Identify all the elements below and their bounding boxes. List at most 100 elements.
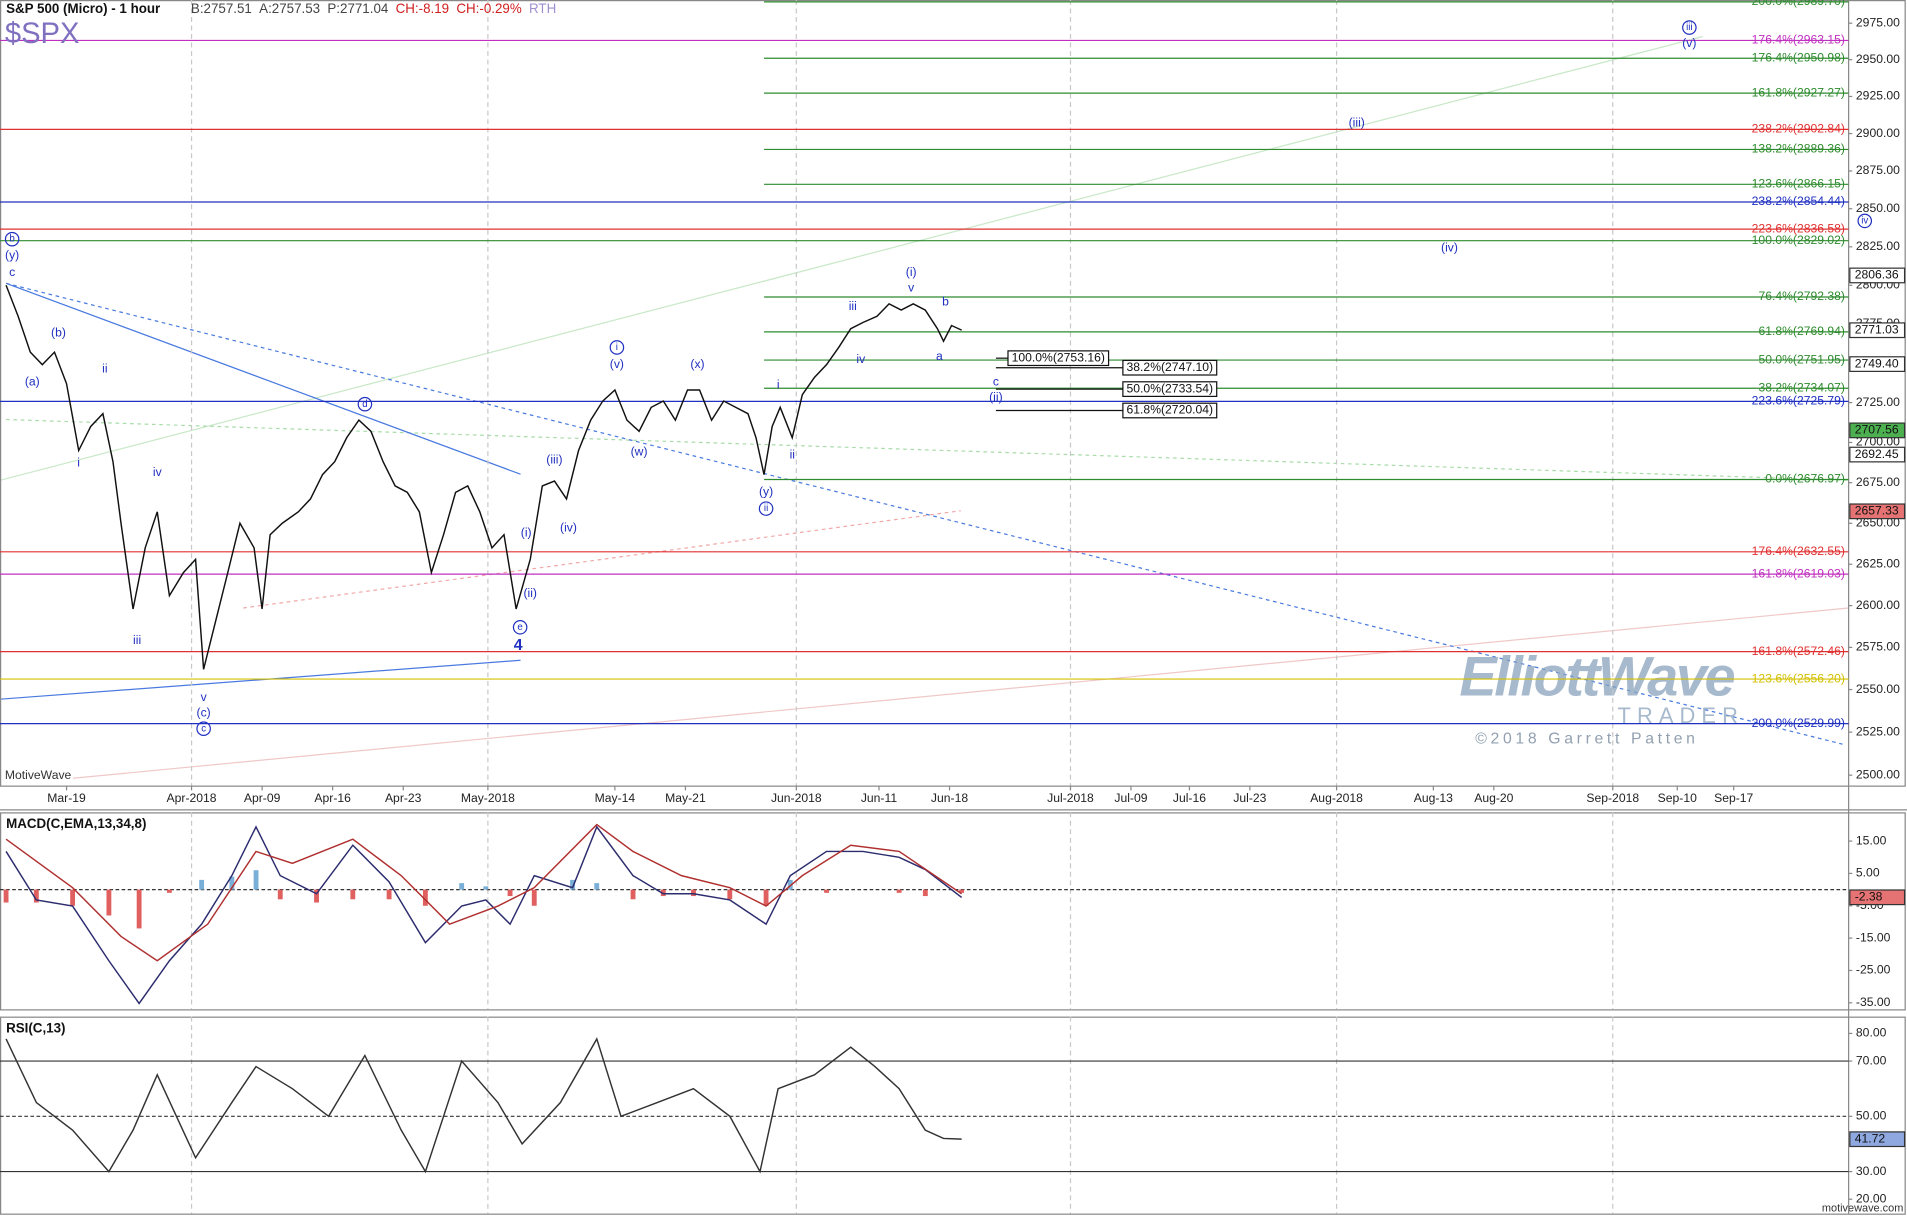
fib-label: 38.2%(2734.07) (1758, 380, 1845, 394)
y-tick-label: 80.00 (1856, 1026, 1887, 1040)
channel-line (0, 35, 1703, 481)
x-tick-label: May-21 (665, 791, 706, 805)
panel: Mar-19 Apr-2018 Apr-09 Apr-16 Apr-23 May-2018… (0, 0, 1906, 805)
histogram-bar (199, 879, 205, 890)
site: motivewave.com (1822, 1203, 1903, 1215)
wave-label: 4 (514, 637, 523, 654)
y-tick-label: 2925.00 (1856, 89, 1900, 103)
fib-label: 161.8%(2619.03) (1752, 566, 1845, 580)
y-tick-label: 2625.00 (1856, 556, 1900, 570)
panel-title: RSI(C,13) (6, 1020, 65, 1035)
series-line (5, 825, 963, 1005)
price-marker-label: 41.72 (1855, 1131, 1886, 1145)
fib-label: 38.2%(2747.10) (1127, 360, 1214, 374)
histogram-bar (33, 889, 39, 903)
price-marker (1849, 422, 1906, 439)
channel-line (6, 418, 1849, 481)
wave-label: d (362, 399, 367, 410)
x-tick-label: Sep-10 (1658, 791, 1697, 805)
wave-label: (c) (197, 706, 211, 720)
x-tick-label: Sep-17 (1714, 791, 1753, 805)
wave-circle (1857, 213, 1873, 229)
y-tick-label: 50.00 (1856, 1109, 1887, 1123)
histogram-bar (386, 889, 392, 900)
histogram-bar (253, 870, 259, 890)
x-tick-label: Mar-19 (47, 791, 86, 805)
panel: 15.005.00-5.00-15.00-25.00-35.00-2.38MAC… (0, 812, 1906, 1010)
x-tick-label: Jun-18 (931, 791, 968, 805)
panel-frame (0, 0, 1906, 787)
wave-label: (iii) (1349, 115, 1365, 129)
y-tick-label: 2500.00 (1856, 767, 1900, 781)
fib-label: 76.4%(2792.38) (1758, 289, 1845, 303)
y-tick-label: 2725.00 (1856, 395, 1900, 409)
wave-label: (y) (759, 485, 773, 499)
wave-label: iii (849, 299, 857, 313)
price-marker-label: 2692.45 (1855, 447, 1899, 461)
histogram-bar (594, 883, 600, 890)
histogram-bar (350, 889, 356, 900)
quote: CH:-0.29% (456, 1, 521, 16)
series-line (5, 823, 963, 962)
price-marker (1849, 322, 1906, 339)
fib-label: 161.8%(2927.27) (1752, 85, 1845, 99)
wave-label: v (908, 281, 915, 295)
watermark-sub: TRADER (1618, 703, 1744, 728)
fib-label: 100.0%(2753.16) (1012, 350, 1105, 364)
wave-label: iii (1686, 22, 1692, 33)
y-tick-label: -15.00 (1856, 930, 1891, 944)
fib-label: 50.0%(2751.95) (1758, 352, 1845, 366)
fib-label: 100.0%(2829.02) (1752, 233, 1845, 247)
x-tick-label: Apr-09 (244, 791, 281, 805)
panel: 20.0030.0040.0050.0070.0080.0041.72RSI(C… (0, 1016, 1906, 1214)
watermark-logo: ElliottWave (1459, 645, 1734, 708)
y-tick-label: 2550.00 (1856, 682, 1900, 696)
panel-title: MACD(C,EMA,13,34,8) (6, 816, 146, 831)
histogram-bar (483, 886, 489, 890)
histogram-bar (136, 889, 142, 929)
fib-label: 176.4%(2632.55) (1752, 544, 1845, 558)
fib-label: 176.4%(2963.15) (1752, 33, 1845, 47)
panel-frame (0, 1016, 1906, 1215)
wave-label: (ii) (523, 586, 537, 600)
histogram-bar (166, 889, 172, 893)
histogram-bar (459, 883, 465, 890)
wave-label: v (201, 690, 208, 704)
histogram-bar (70, 889, 76, 906)
histogram-bar (3, 889, 9, 903)
wave-label: (y) (5, 248, 19, 262)
histogram-bar (422, 889, 428, 906)
trendline (0, 659, 521, 700)
wave-label: iv (153, 465, 163, 479)
y-tick-label: 15.00 (1856, 833, 1887, 847)
wave-label: (ii) (989, 390, 1003, 404)
fib-label: 223.6%(2725.79) (1752, 394, 1845, 408)
panel-frame (0, 812, 1906, 1011)
fib-label: 61.8%(2769.94) (1758, 324, 1845, 338)
wave-label: (i) (521, 525, 532, 539)
y-tick-label: 30.00 (1856, 1164, 1887, 1178)
fib-box (1007, 350, 1110, 367)
y-tick-label: 2950.00 (1856, 52, 1900, 66)
x-tick-label: Apr-23 (385, 791, 422, 805)
y-tick-label: 2825.00 (1856, 239, 1900, 253)
symbol: $SPX (5, 18, 80, 50)
price-marker (1849, 503, 1906, 520)
histogram-bar (824, 889, 829, 893)
histogram-bar (763, 889, 769, 906)
y-tick-label: 2875.00 (1856, 163, 1900, 177)
x-tick-label: Jun-2018 (771, 791, 822, 805)
wave-label: (v) (1682, 36, 1696, 50)
fib-box (1122, 359, 1218, 376)
histogram-bar (106, 889, 112, 916)
x-tick-label: Jul-09 (1114, 791, 1147, 805)
wave-circle (196, 721, 211, 737)
wave-label: b (9, 234, 14, 245)
fib-label: 138.2%(2889.36) (1752, 142, 1845, 156)
wave-label: ii (790, 448, 795, 462)
wave-circle (4, 231, 20, 247)
wave-circle (357, 396, 373, 412)
